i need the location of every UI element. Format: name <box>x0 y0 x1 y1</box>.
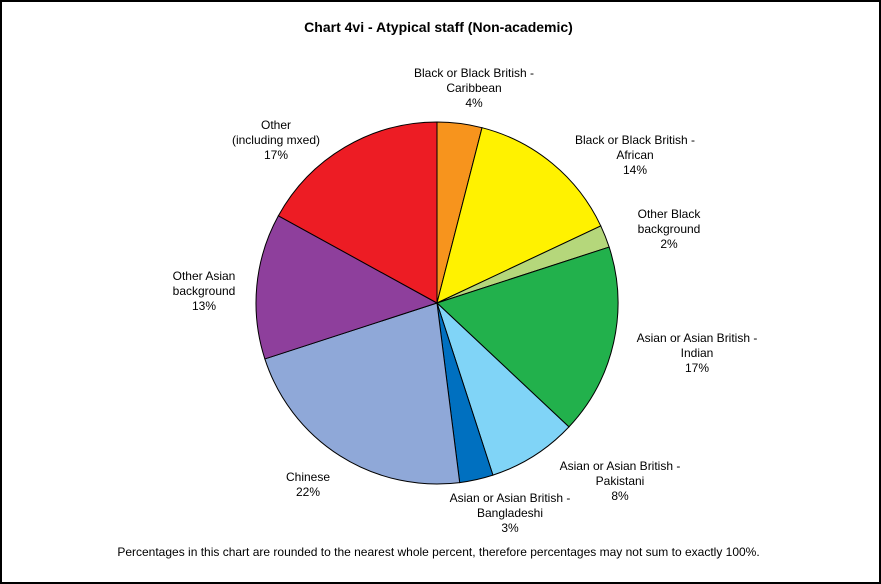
slice-label-2: Black or Black British -African 14% <box>575 133 695 177</box>
slice-label-1: Black or Black British -Caribbean 4% <box>414 66 534 110</box>
slice-label-6: Asian or Asian British -Bangladeshi 3% <box>450 491 571 535</box>
slice-label-5: Asian or Asian British -Pakistani 8% <box>560 459 681 503</box>
pie-slice-2 <box>436 127 602 304</box>
pie-slice-4 <box>436 246 619 428</box>
slice-label-4: Asian or Asian British -Indian 17% <box>637 331 758 375</box>
pie-slice-7 <box>264 302 461 485</box>
slice-label-9: Other (including mxed) 17% <box>232 118 320 162</box>
chart-title: Chart 4vi - Atypical staff (Non-academic… <box>304 19 573 35</box>
pie-slice-8 <box>255 215 439 360</box>
pie-slice-9 <box>277 121 438 304</box>
slice-label-3: Other Black background 2% <box>638 207 702 251</box>
slice-label-7: Chinese 22% <box>286 470 330 499</box>
chart-footnote: Percentages in this chart are rounded to… <box>117 545 760 559</box>
slice-label-8: Other Asian background 13% <box>173 269 236 313</box>
pie-slice-5 <box>436 302 570 476</box>
